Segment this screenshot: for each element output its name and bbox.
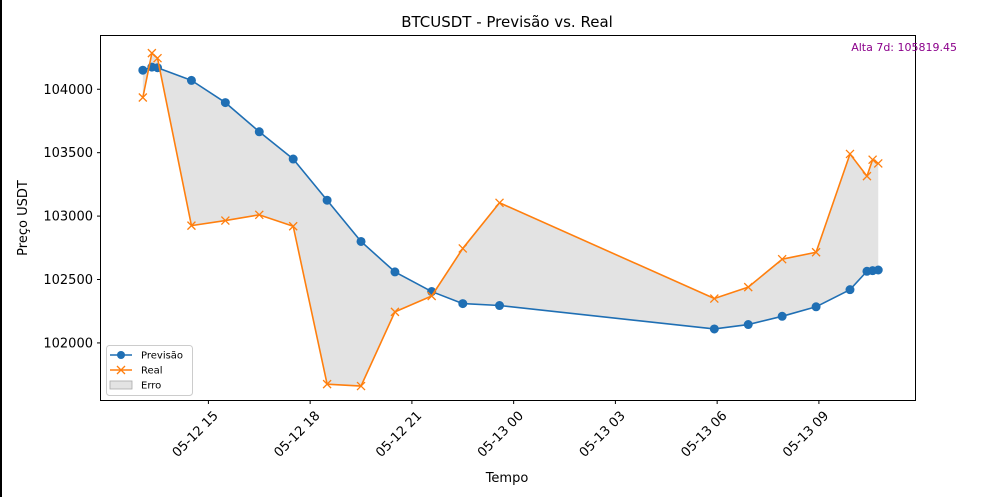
y-tick-label: 102000 [43, 336, 93, 351]
y-tick-label: 103500 [43, 146, 93, 161]
legend-marker-real [116, 365, 126, 375]
x-tick-label: 05-13 00 [475, 409, 527, 461]
data-point-previsao [873, 265, 883, 275]
data-point-real [427, 291, 437, 301]
annotation-high-7d: Alta 7d: 105819.45 [851, 41, 957, 54]
x-tick-label: 05-13 03 [577, 409, 629, 461]
data-point-real [777, 254, 787, 264]
y-tick-label: 102500 [43, 273, 93, 288]
x-tick-label: 05-12 18 [271, 409, 323, 461]
data-point-previsao [356, 236, 366, 246]
data-point-real [254, 210, 264, 220]
data-point-previsao [220, 98, 230, 108]
data-point-previsao [458, 299, 468, 309]
data-point-real [743, 282, 753, 292]
data-point-real [138, 93, 148, 102]
data-point-previsao [709, 324, 719, 334]
data-point-previsao [138, 65, 148, 75]
y-axis-label: Preço USDT [16, 180, 31, 256]
data-point-previsao [288, 154, 298, 164]
x-axis: 05-12 15 05-12 18 05-12 21 05-13 00 05-13 03… [170, 400, 832, 461]
legend: Previsão Real Erro [106, 345, 193, 396]
data-point-real [845, 149, 855, 159]
data-point-previsao [254, 127, 264, 137]
data-point-real [873, 159, 883, 168]
data-point-previsao [845, 285, 855, 295]
error-fill-area [142, 53, 879, 387]
data-point-real [220, 216, 230, 225]
data-point-real [186, 221, 196, 231]
data-point-previsao [495, 301, 505, 311]
legend-swatch-erro [109, 380, 133, 390]
y-tick-label: 103000 [43, 210, 93, 225]
data-point-real [153, 53, 162, 63]
legend-label-erro: Erro [141, 381, 161, 392]
window-edge [0, 0, 2, 497]
data-point-previsao [743, 320, 753, 330]
y-tick-label: 104000 [43, 83, 93, 98]
plot-frame [100, 35, 916, 401]
series-real [138, 48, 883, 391]
data-point-real [709, 294, 719, 303]
data-point-previsao [811, 302, 821, 312]
x-tick-label: 05-13 09 [780, 409, 832, 461]
x-tick-label: 05-12 21 [373, 409, 425, 461]
series-previsao [138, 62, 883, 334]
y-axis: 102000 102500 103000 103500 104000 [43, 83, 101, 351]
data-point-previsao [390, 267, 400, 277]
x-tick-label: 05-12 15 [170, 409, 222, 461]
data-point-real [868, 155, 878, 165]
error-fill [142, 53, 879, 387]
legend-label-real: Real [141, 366, 163, 377]
data-point-previsao [186, 75, 196, 85]
data-point-real [390, 307, 400, 317]
data-point-real [495, 198, 504, 208]
data-point-real [458, 243, 468, 253]
data-point-real [356, 381, 366, 391]
data-point-previsao [322, 195, 332, 205]
data-point-real [862, 171, 872, 181]
data-point-real [811, 247, 821, 257]
legend-label-previsao: Previsão [141, 351, 183, 362]
chart-title: BTCUSDT - Previsão vs. Real [401, 13, 613, 31]
data-point-real [322, 379, 332, 389]
x-tick-label: 05-13 06 [678, 409, 730, 461]
data-point-previsao [777, 311, 787, 321]
data-point-real [288, 221, 298, 231]
x-axis-label: Tempo [485, 471, 529, 486]
legend-marker-previsao [117, 351, 125, 359]
series-layer [138, 48, 883, 391]
